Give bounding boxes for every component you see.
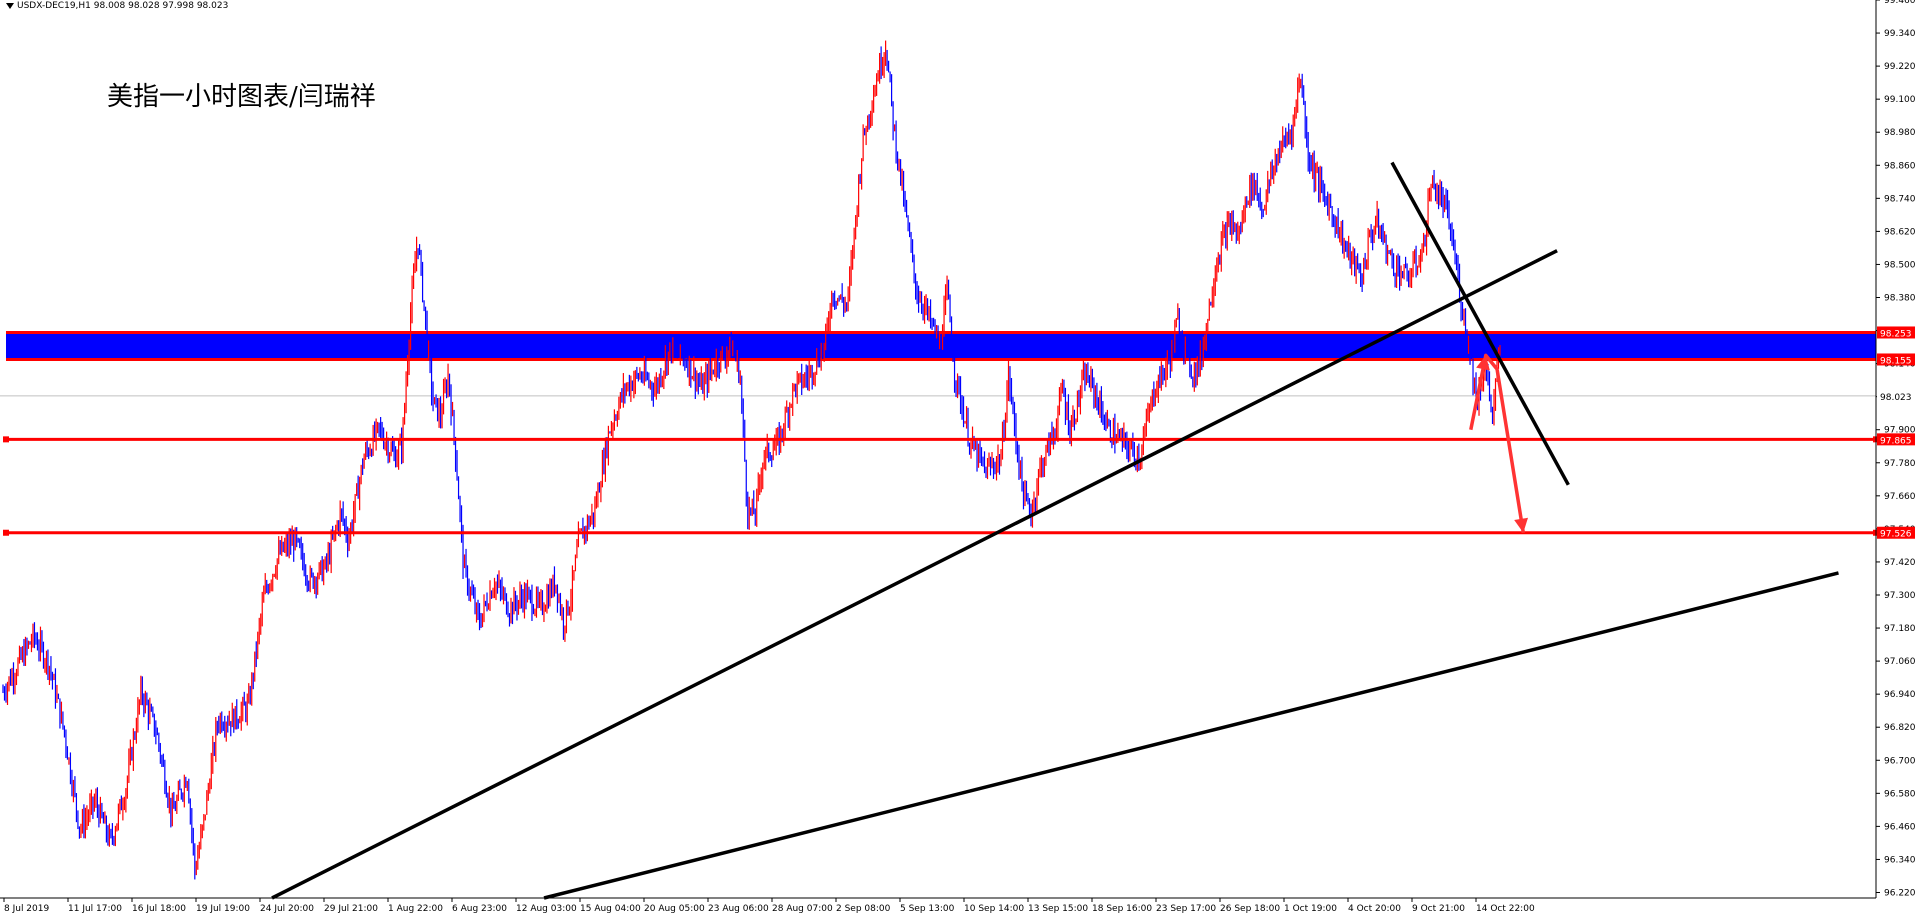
y-tick-label: 97.780 bbox=[1884, 459, 1915, 469]
x-tick-label: 15 Aug 04:00 bbox=[580, 904, 641, 914]
y-tick-label: 99.460 bbox=[1884, 0, 1915, 6]
x-tick-label: 4 Oct 20:00 bbox=[1348, 904, 1401, 914]
y-tick-label: 97.300 bbox=[1884, 591, 1915, 601]
rising-support-2-trendline bbox=[543, 571, 1839, 900]
x-tick-label: 23 Sep 17:00 bbox=[1156, 904, 1216, 914]
y-tick-label: 96.460 bbox=[1884, 822, 1915, 832]
y-tick-label: 99.100 bbox=[1884, 95, 1915, 105]
y-tick-label: 98.740 bbox=[1884, 194, 1915, 204]
y-tick-label: 99.340 bbox=[1884, 29, 1915, 39]
y-tick-label: 97.060 bbox=[1884, 657, 1915, 667]
rising-support-1-trendline bbox=[271, 249, 1558, 900]
level-1-price-tag bbox=[1877, 433, 1915, 446]
y-tick-label: 96.580 bbox=[1884, 789, 1915, 799]
x-tick-label: 10 Sep 14:00 bbox=[964, 904, 1024, 914]
x-tick-label: 12 Aug 03:00 bbox=[516, 904, 577, 914]
chart-frame bbox=[0, 0, 1877, 899]
y-tick-label: 99.220 bbox=[1884, 62, 1915, 72]
x-tick-label: 26 Sep 18:00 bbox=[1220, 904, 1280, 914]
arrowhead-down bbox=[1514, 517, 1529, 533]
zone-top-price-tag bbox=[1877, 326, 1915, 339]
level-2-price-label: 97.526 bbox=[1880, 530, 1912, 540]
zone-bottom-price-tag bbox=[1877, 353, 1915, 366]
zone-bottom-price-label: 98.155 bbox=[1880, 356, 1912, 366]
x-tick-label: 13 Sep 15:00 bbox=[1028, 904, 1088, 914]
y-tick-label: 98.380 bbox=[1884, 293, 1915, 303]
level-1-price-label: 97.865 bbox=[1880, 436, 1912, 446]
x-tick-label: 6 Aug 23:00 bbox=[452, 904, 507, 914]
y-tick-label: 98.500 bbox=[1884, 260, 1915, 270]
y-tick-label: 96.220 bbox=[1884, 888, 1915, 898]
x-tick-label: 29 Jul 21:00 bbox=[324, 904, 378, 914]
x-tick-label: 11 Jul 17:00 bbox=[68, 904, 122, 914]
y-tick-label: 97.420 bbox=[1884, 558, 1915, 568]
y-tick-label: 98.980 bbox=[1884, 128, 1915, 138]
chart-annotation-title: 美指一小时图表/闫瑞祥 bbox=[107, 82, 376, 112]
projection-arrow-layer bbox=[1469, 353, 1529, 534]
x-tick-label: 19 Jul 19:00 bbox=[196, 904, 250, 914]
x-tick-label: 24 Jul 20:00 bbox=[260, 904, 314, 914]
x-tick-label: 1 Aug 22:00 bbox=[388, 904, 443, 914]
y-tick-label: 97.660 bbox=[1884, 492, 1915, 502]
price-axis[interactable]: 99.460 99.340 99.220 99.100 98.980 98.860 98.7… bbox=[1876, 0, 1915, 898]
dropdown-triangle-icon[interactable] bbox=[6, 2, 14, 9]
x-tick-label: 2 Sep 08:00 bbox=[836, 904, 891, 914]
x-tick-label: 20 Aug 05:00 bbox=[644, 904, 705, 914]
resistance-zone-layer bbox=[6, 330, 1876, 361]
current-price-tag bbox=[1877, 389, 1915, 402]
x-tick-label: 16 Jul 18:00 bbox=[132, 904, 186, 914]
x-tick-label: 8 Jul 2019 bbox=[4, 904, 49, 914]
level-anchor-left-1 bbox=[3, 436, 9, 443]
x-tick-label: 18 Sep 16:00 bbox=[1092, 904, 1152, 914]
symbol-quote: USDX-DEC19,H1 98.008 98.028 97.998 98.02… bbox=[17, 1, 229, 11]
x-tick-label: 9 Oct 21:00 bbox=[1412, 904, 1465, 914]
y-tick-label: 98.860 bbox=[1884, 161, 1915, 171]
y-tick-label: 97.900 bbox=[1884, 426, 1915, 436]
y-tick-label: 96.340 bbox=[1884, 855, 1915, 865]
x-tick-label: 5 Sep 13:00 bbox=[900, 904, 955, 914]
y-tick-label: 98.620 bbox=[1884, 227, 1915, 237]
trendlines-layer bbox=[271, 161, 1839, 900]
x-tick-label: 1 Oct 19:00 bbox=[1284, 904, 1337, 914]
x-tick-label: 28 Aug 07:00 bbox=[772, 904, 833, 914]
x-tick-label: 14 Oct 22:00 bbox=[1476, 904, 1535, 914]
zone-top-price-label: 98.253 bbox=[1880, 329, 1912, 339]
symbol-header: USDX-DEC19,H1 98.008 98.028 97.998 98.02… bbox=[6, 1, 228, 11]
projection-arrow-path bbox=[1469, 353, 1526, 534]
y-tick-label: 97.180 bbox=[1884, 624, 1915, 634]
x-tick-label: 23 Aug 06:00 bbox=[708, 904, 769, 914]
level-2-price-tag bbox=[1877, 526, 1915, 539]
y-tick-label: 96.940 bbox=[1884, 690, 1915, 700]
time-axis[interactable]: 8 Jul 2019 11 Jul 17:00 16 Jul 18:00 19 Jul… bbox=[3, 898, 1535, 914]
current-price-label: 98.023 bbox=[1880, 393, 1912, 403]
level-anchor-left-2 bbox=[3, 529, 9, 536]
falling-resistance-trendline bbox=[1390, 161, 1570, 486]
arrowhead-up bbox=[1476, 355, 1490, 371]
y-tick-label: 96.820 bbox=[1884, 723, 1915, 733]
y-tick-label: 96.700 bbox=[1884, 756, 1915, 766]
price-bars-layer bbox=[2, 40, 1501, 880]
